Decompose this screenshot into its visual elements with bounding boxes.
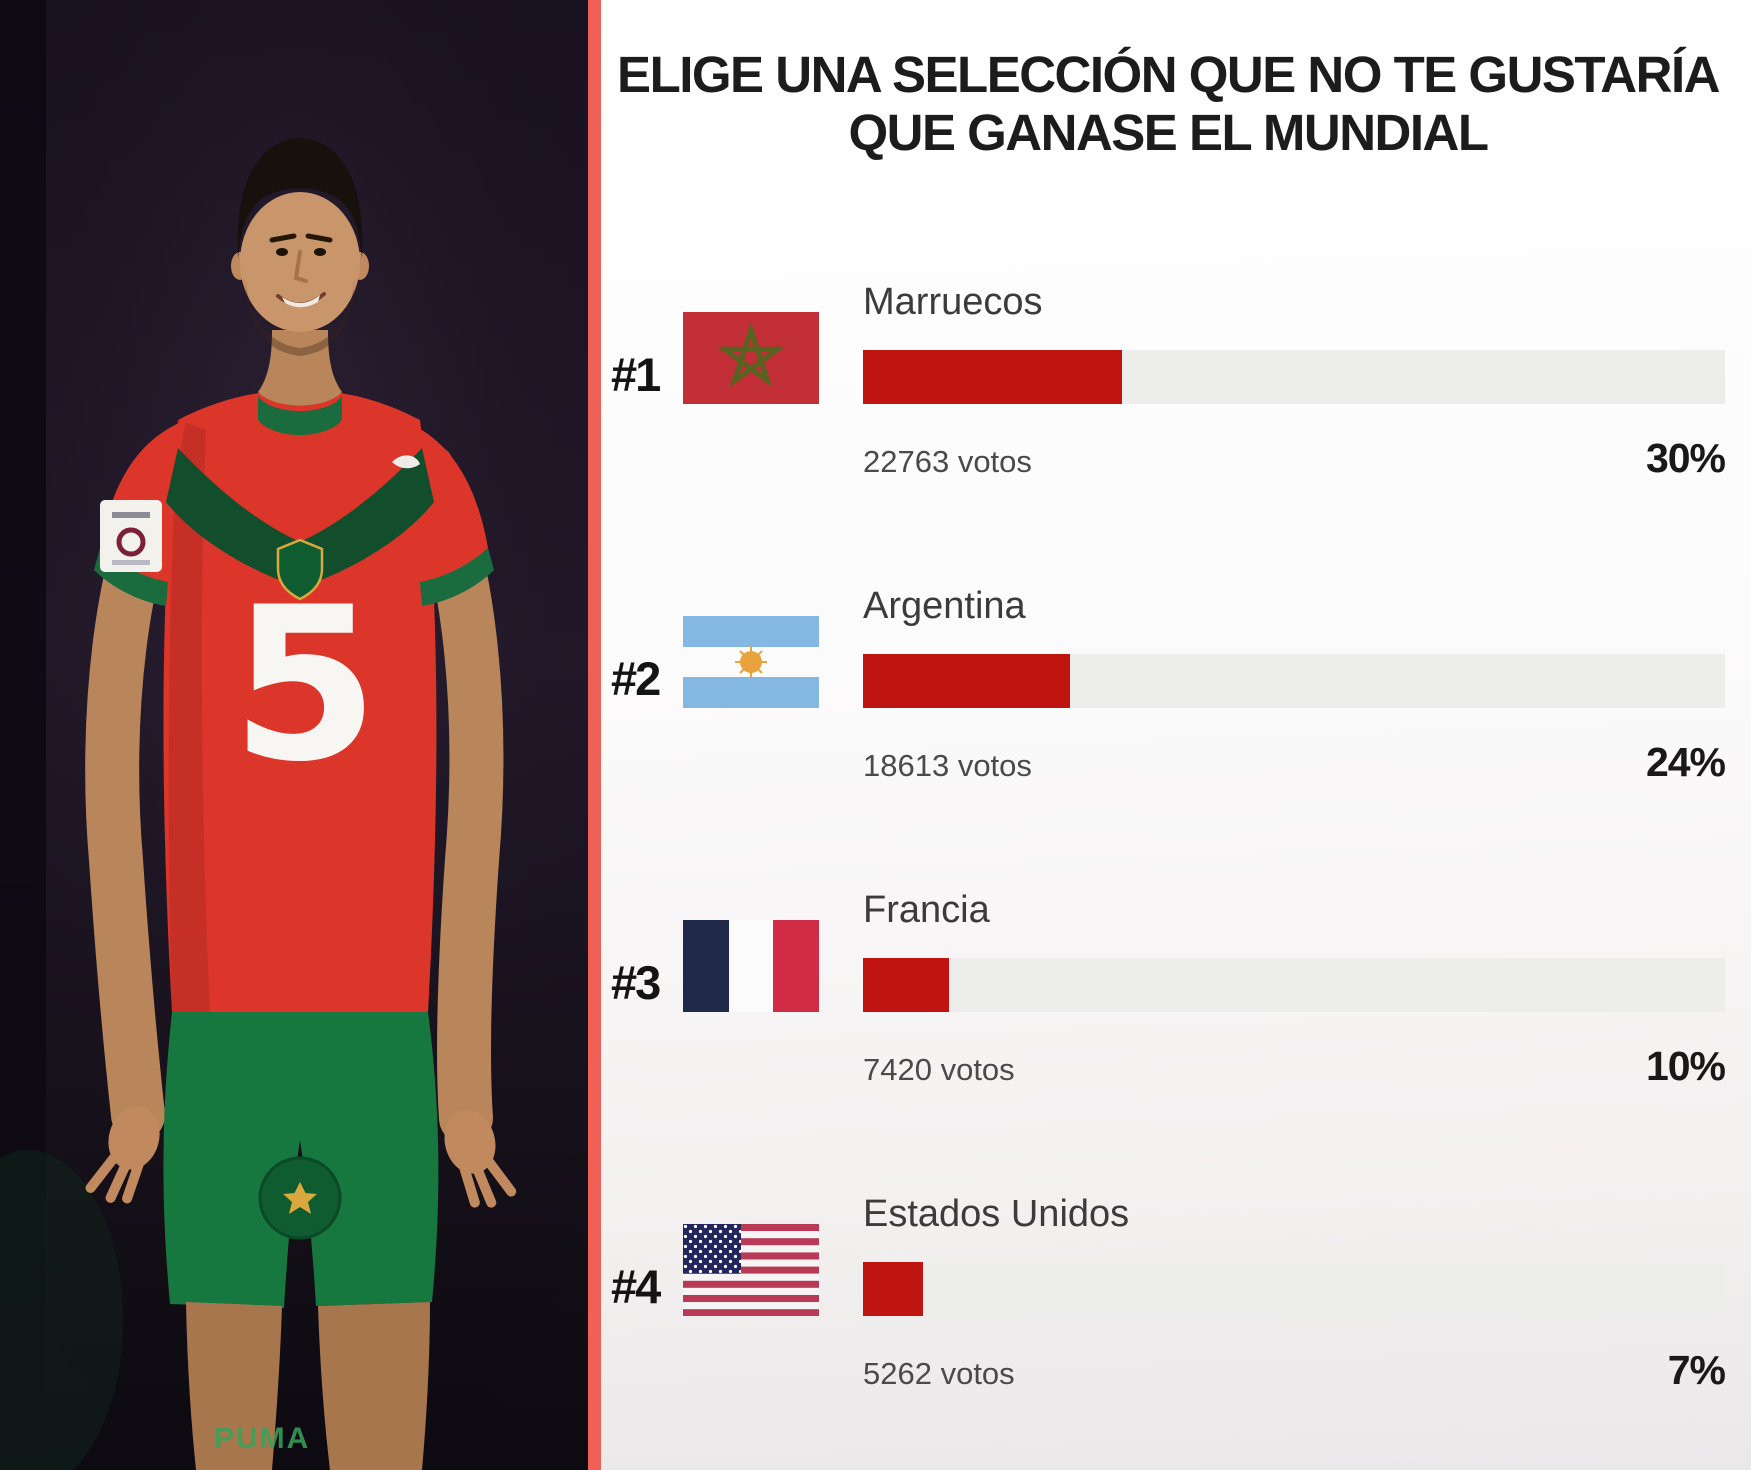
row-meta: 22763 votos 30% — [863, 435, 1726, 482]
poll-title-line1: ELIGE UNA SELECCIÓN QUE NO TE GUSTARÍA — [617, 46, 1720, 103]
rank-label: #2 — [611, 652, 661, 705]
sleeve-patch — [100, 500, 162, 572]
shorts — [163, 1012, 439, 1308]
vote-bar-fill — [863, 350, 1122, 404]
poll-panel: ELIGE UNA SELECCIÓN QUE NO TE GUSTARÍA Q… — [601, 0, 1751, 1470]
row-content: Francia — [863, 888, 1725, 1012]
player-photo: 5 PUMA — [0, 0, 588, 1470]
team-crest — [276, 538, 324, 601]
percent-value: 24% — [1645, 739, 1726, 785]
left-hand — [85, 1106, 160, 1204]
country-label: Estados Unidos — [863, 1193, 1130, 1235]
percent-value: 10% — [1645, 1043, 1726, 1089]
flag-france-icon — [683, 920, 847, 1012]
flag-morocco-icon — [683, 312, 847, 404]
vote-bar-fill — [863, 654, 1070, 708]
row-content: Argentina — [863, 584, 1725, 708]
hair — [237, 138, 363, 258]
row-content: Estados Unidos — [863, 1192, 1725, 1316]
row-meta: 18613 votos 24% — [863, 739, 1726, 786]
right-hand — [444, 1110, 517, 1208]
sleeve-cuff — [420, 548, 494, 606]
poll-rows: #1 Marruecos 22763 votos 30% — [611, 280, 1726, 1394]
percent-value: 7% — [1667, 1347, 1726, 1393]
votes-count: 18613 votos — [863, 748, 1032, 783]
jersey: 5 — [94, 390, 494, 1012]
country-label: Marruecos — [863, 281, 1043, 323]
vote-bar-fill — [863, 958, 950, 1012]
vote-bar-track — [863, 350, 1725, 404]
rank-label: #1 — [611, 348, 661, 401]
rank-label: #3 — [611, 956, 661, 1009]
panel-divider — [588, 0, 601, 1470]
player-illustration: 5 PUMA — [0, 0, 588, 1470]
poll-title-line2: QUE GANASE EL MUNDIAL — [848, 104, 1489, 161]
row-meta: 5262 votos 7% — [863, 1347, 1726, 1394]
jersey-number: 5 — [231, 561, 379, 808]
poll-row-argentina: #2 Argentina — [611, 584, 1726, 786]
votes-count: 7420 votos — [863, 1052, 1015, 1087]
poll-row-marruecos: #1 Marruecos 22763 votos 30% — [611, 280, 1726, 482]
poll-title: ELIGE UNA SELECCIÓN QUE NO TE GUSTARÍA Q… — [611, 46, 1725, 162]
collar — [258, 396, 342, 435]
percent-value: 30% — [1645, 435, 1726, 481]
vote-bar-track — [863, 1262, 1725, 1316]
country-label: Argentina — [863, 585, 1026, 627]
vote-bar-track — [863, 958, 1725, 1012]
legs: PUMA — [186, 1302, 430, 1470]
rank-label: #4 — [611, 1260, 661, 1313]
votes-count: 22763 votos — [863, 444, 1032, 479]
poll-row-francia: #3 Francia 7420 votos 10% — [611, 888, 1726, 1090]
row-content: Marruecos — [863, 280, 1725, 404]
flag-argentina-icon — [683, 616, 847, 708]
vote-bar-track — [863, 654, 1725, 708]
flag-usa-icon — [683, 1224, 847, 1316]
row-meta: 7420 votos 10% — [863, 1043, 1726, 1090]
vote-bar-fill — [863, 1262, 924, 1316]
player-figure: 5 PUMA — [85, 138, 517, 1470]
country-label: Francia — [863, 889, 990, 931]
brand-logo-icon — [392, 455, 420, 469]
poll-row-estados-unidos: #4 — [611, 1192, 1726, 1394]
brand-wordmark: PUMA — [214, 1422, 310, 1455]
votes-count: 5262 votos — [863, 1356, 1015, 1391]
head — [231, 138, 369, 406]
